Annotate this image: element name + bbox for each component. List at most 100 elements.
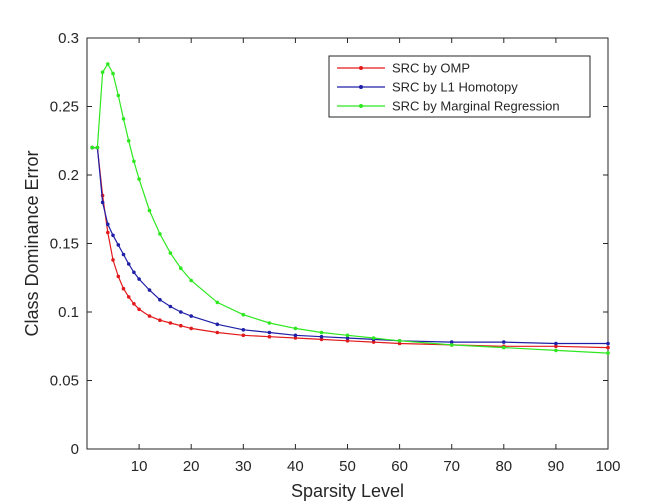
legend: SRC by OMP SRC by L1 Homotopy SRC by Margi… [328, 55, 591, 118]
data-point [100, 70, 105, 74]
data-point [116, 93, 121, 98]
data-point [189, 314, 193, 318]
x-tick-label: 60 [391, 458, 408, 475]
data-point [319, 334, 324, 339]
data-point [126, 295, 131, 299]
legend-entry: SRC by Marginal Regression [337, 99, 560, 114]
data-point [397, 339, 402, 343]
data-point [121, 252, 126, 257]
data-point [132, 270, 136, 275]
data-point [100, 200, 105, 205]
data-point [449, 340, 454, 344]
series-3 [90, 62, 610, 355]
legend-swatch-marker [359, 104, 363, 108]
x-axis-label: Sparsity Level [291, 481, 404, 501]
data-point [371, 336, 376, 340]
data-point [241, 328, 246, 332]
data-point [293, 326, 298, 331]
data-point [371, 340, 376, 344]
data-point [215, 330, 220, 335]
legend-entry: SRC by L1 Homotopy [337, 80, 518, 95]
data-point [502, 340, 506, 344]
data-point [126, 262, 131, 266]
y-tick-label: 0.2 [58, 167, 79, 184]
data-point [606, 345, 610, 350]
data-point [215, 300, 220, 305]
legend-label: SRC by L1 Homotopy [392, 80, 518, 95]
y-tick-label: 0.3 [58, 30, 79, 47]
y-tick-label: 0.15 [50, 236, 79, 253]
data-point [158, 318, 162, 323]
x-tick-label: 70 [443, 458, 460, 475]
data-point [111, 233, 115, 238]
data-point [132, 159, 136, 164]
data-point [241, 333, 246, 338]
data-point [147, 208, 152, 213]
data-point [606, 341, 610, 346]
data-point [168, 304, 173, 309]
legend-swatch-marker [359, 66, 363, 70]
x-tick-label: 100 [595, 458, 620, 475]
y-tick-label: 0.05 [50, 373, 79, 390]
data-point [158, 297, 162, 302]
data-point [267, 334, 272, 339]
data-point [137, 177, 141, 181]
x-tick-label: 40 [287, 458, 304, 475]
data-point [111, 71, 115, 76]
legend-label: SRC by OMP [392, 61, 470, 76]
data-point [147, 288, 152, 292]
data-point [267, 330, 272, 335]
data-point [345, 336, 350, 340]
data-point [147, 314, 152, 318]
data-point [319, 337, 324, 342]
legend-entry: SRC by OMP [337, 61, 470, 76]
data-point [168, 251, 173, 255]
data-point [502, 345, 506, 350]
data-point [267, 321, 272, 325]
data-point [126, 139, 131, 143]
y-axis-label: Class Dominance Error [22, 150, 42, 336]
data-point [554, 344, 558, 349]
data-point [121, 117, 126, 121]
data-point [606, 351, 610, 355]
data-point [345, 333, 350, 338]
data-point [215, 322, 220, 327]
data-point [132, 302, 136, 306]
data-point [95, 145, 100, 150]
data-point [158, 232, 162, 236]
data-point [179, 323, 183, 328]
data-point [554, 348, 558, 353]
x-tick-label: 80 [495, 458, 512, 475]
data-point [106, 230, 110, 235]
data-point [319, 330, 324, 335]
y-tick-label: 0.25 [50, 99, 79, 116]
data-point [106, 222, 110, 227]
data-point [137, 277, 141, 281]
data-point [189, 326, 193, 331]
series-layer [90, 62, 610, 355]
data-point [293, 333, 298, 338]
data-point [397, 341, 402, 346]
x-tick-label: 20 [183, 458, 200, 475]
data-point [116, 243, 121, 247]
x-tick-label: 10 [131, 458, 148, 475]
x-tick-label: 50 [339, 458, 356, 475]
data-point [106, 62, 110, 66]
data-point [189, 278, 193, 283]
x-tick-label: 30 [235, 458, 252, 475]
data-point [345, 339, 350, 343]
axis-ticks: 10 20 30 40 50 60 70 80 90 100 0 0.05 0.1 0.15 0.2 0.25… [50, 30, 621, 475]
data-point [121, 286, 126, 291]
data-point [179, 266, 183, 271]
data-point [554, 341, 558, 346]
x-tick-label: 90 [548, 458, 565, 475]
legend-swatch-marker [359, 85, 363, 89]
legend-label: SRC by Marginal Regression [392, 99, 560, 114]
data-point [111, 258, 115, 262]
data-point [241, 312, 246, 317]
data-point [137, 307, 141, 312]
data-point [449, 343, 454, 347]
y-tick-label: 0.1 [58, 304, 79, 321]
data-point [179, 310, 183, 314]
